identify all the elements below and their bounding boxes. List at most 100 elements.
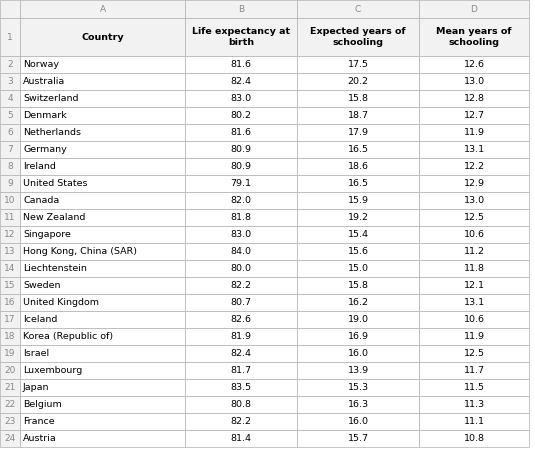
- Text: 11.9: 11.9: [463, 332, 485, 341]
- Text: 15.9: 15.9: [348, 196, 369, 205]
- Bar: [297, 277, 419, 294]
- Bar: [20, 73, 185, 90]
- Text: 82.6: 82.6: [231, 315, 251, 324]
- Text: United Kingdom: United Kingdom: [23, 298, 99, 307]
- Bar: [0, 396, 20, 413]
- Bar: [419, 413, 529, 430]
- Text: United States: United States: [23, 179, 88, 188]
- Bar: [419, 124, 529, 141]
- Bar: [419, 243, 529, 260]
- Bar: [0, 277, 20, 294]
- Bar: [0, 158, 20, 175]
- Bar: [20, 379, 185, 396]
- Bar: [20, 209, 185, 226]
- Bar: [0, 90, 20, 107]
- Text: 19.0: 19.0: [348, 315, 369, 324]
- Bar: [20, 124, 185, 141]
- Bar: [297, 362, 419, 379]
- Text: 13.1: 13.1: [463, 298, 485, 307]
- Bar: [185, 311, 297, 328]
- Bar: [20, 311, 185, 328]
- Text: 10.6: 10.6: [463, 230, 485, 239]
- Bar: [419, 260, 529, 277]
- Bar: [185, 277, 297, 294]
- Text: 12.5: 12.5: [463, 349, 485, 358]
- Text: 12.1: 12.1: [463, 281, 485, 290]
- Bar: [185, 18, 297, 56]
- Text: 16.5: 16.5: [348, 179, 369, 188]
- Text: New Zealand: New Zealand: [23, 213, 86, 222]
- Text: B: B: [238, 4, 244, 13]
- Bar: [20, 56, 185, 73]
- Text: Netherlands: Netherlands: [23, 128, 81, 137]
- Text: 10.8: 10.8: [463, 434, 485, 443]
- Bar: [0, 328, 20, 345]
- Text: 24: 24: [4, 434, 16, 443]
- Bar: [419, 158, 529, 175]
- Text: 82.0: 82.0: [231, 196, 251, 205]
- Text: Country: Country: [81, 32, 124, 41]
- Bar: [0, 294, 20, 311]
- Bar: [297, 90, 419, 107]
- Bar: [297, 209, 419, 226]
- Bar: [20, 0, 185, 18]
- Text: 8: 8: [7, 162, 13, 171]
- Text: 12.8: 12.8: [463, 94, 485, 103]
- Bar: [20, 328, 185, 345]
- Text: 11.9: 11.9: [463, 128, 485, 137]
- Bar: [185, 141, 297, 158]
- Text: Korea (Republic of): Korea (Republic of): [23, 332, 113, 341]
- Bar: [185, 260, 297, 277]
- Bar: [297, 379, 419, 396]
- Text: 12.2: 12.2: [463, 162, 485, 171]
- Text: 83.0: 83.0: [231, 94, 251, 103]
- Text: 15.3: 15.3: [347, 383, 369, 392]
- Text: 15.4: 15.4: [348, 230, 369, 239]
- Bar: [20, 226, 185, 243]
- Bar: [20, 243, 185, 260]
- Bar: [20, 90, 185, 107]
- Text: 10.6: 10.6: [463, 315, 485, 324]
- Text: 81.6: 81.6: [231, 128, 251, 137]
- Bar: [20, 362, 185, 379]
- Bar: [20, 413, 185, 430]
- Bar: [185, 175, 297, 192]
- Text: 11.2: 11.2: [463, 247, 485, 256]
- Bar: [419, 362, 529, 379]
- Bar: [419, 73, 529, 90]
- Bar: [185, 124, 297, 141]
- Text: 1: 1: [7, 32, 13, 41]
- Bar: [297, 311, 419, 328]
- Bar: [185, 345, 297, 362]
- Bar: [419, 175, 529, 192]
- Bar: [0, 141, 20, 158]
- Bar: [185, 158, 297, 175]
- Text: Austria: Austria: [23, 434, 57, 443]
- Bar: [20, 345, 185, 362]
- Text: Australia: Australia: [23, 77, 65, 86]
- Bar: [0, 18, 20, 56]
- Text: 13.0: 13.0: [463, 77, 485, 86]
- Text: 18.6: 18.6: [348, 162, 369, 171]
- Bar: [0, 0, 20, 18]
- Bar: [419, 209, 529, 226]
- Text: 20.2: 20.2: [348, 77, 369, 86]
- Bar: [297, 175, 419, 192]
- Bar: [297, 18, 419, 56]
- Bar: [185, 362, 297, 379]
- Bar: [297, 56, 419, 73]
- Text: 12.7: 12.7: [463, 111, 485, 120]
- Text: 11.8: 11.8: [463, 264, 485, 273]
- Text: 11.3: 11.3: [463, 400, 485, 409]
- Bar: [0, 413, 20, 430]
- Text: 15.6: 15.6: [348, 247, 369, 256]
- Text: 80.2: 80.2: [231, 111, 251, 120]
- Bar: [20, 430, 185, 447]
- Text: 81.7: 81.7: [231, 366, 251, 375]
- Text: 14: 14: [4, 264, 16, 273]
- Bar: [419, 294, 529, 311]
- Bar: [419, 192, 529, 209]
- Text: 16.2: 16.2: [348, 298, 369, 307]
- Bar: [0, 124, 20, 141]
- Text: Denmark: Denmark: [23, 111, 67, 120]
